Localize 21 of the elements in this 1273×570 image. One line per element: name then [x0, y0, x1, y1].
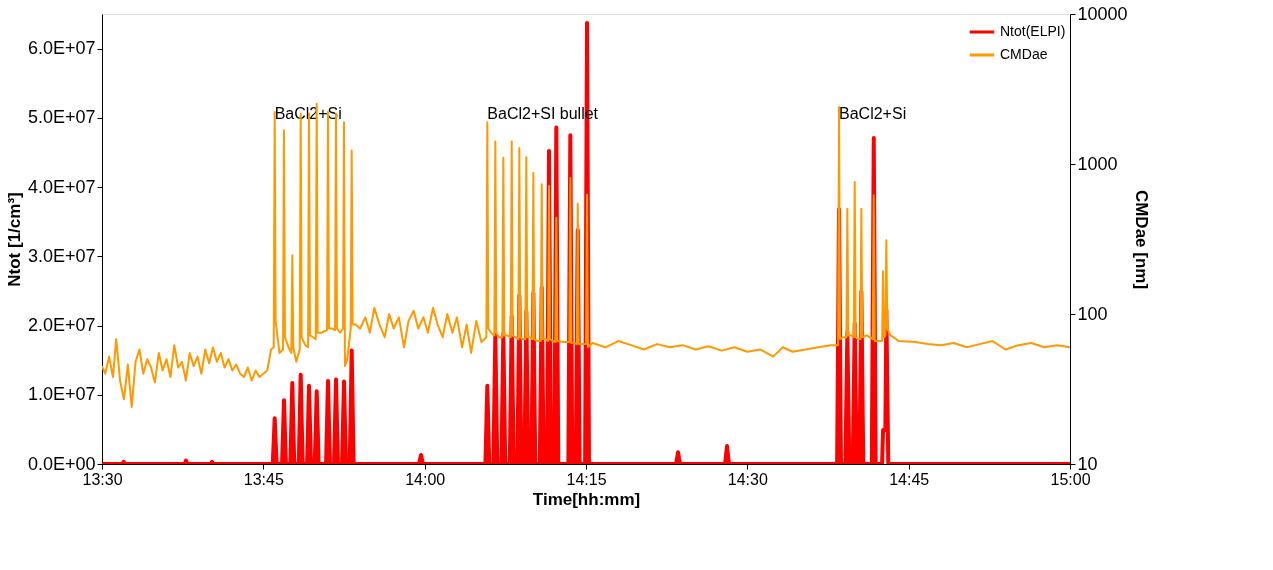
x-tick-label: 14:15: [566, 470, 607, 488]
y-tick-label: 4.0E+07: [27, 176, 96, 197]
x-tick-label: 13:45: [243, 470, 284, 488]
y-axis-title: Ntot [1/cm³]: [4, 192, 24, 287]
x-tick-label: 14:45: [889, 470, 930, 488]
x-axis-title: Time[hh:mm]: [532, 489, 641, 509]
line-series: [102, 102, 1070, 408]
legend-label: Ntot(ELPI): [1000, 23, 1066, 39]
y2-axis-title: CMDae [nm]: [1131, 189, 1151, 290]
y-tick-label: 5.0E+07: [27, 107, 96, 128]
x-tick-label: 14:00: [405, 470, 446, 488]
x-tick-label: 14:30: [727, 470, 768, 488]
y2-tick-label: 1000: [1077, 153, 1118, 174]
y2-tick-label: 100: [1077, 303, 1108, 324]
y-tick-label: 3.0E+07: [27, 245, 96, 266]
y-tick-label: 6.0E+07: [27, 38, 96, 59]
annotation: BaCl2+Si: [839, 105, 907, 122]
y-tick-label: 2.0E+07: [27, 315, 96, 336]
y2-tick-label: 10000: [1077, 3, 1128, 24]
y-tick-label: 1.0E+07: [27, 384, 96, 405]
legend-label: CMDae: [1000, 46, 1048, 62]
